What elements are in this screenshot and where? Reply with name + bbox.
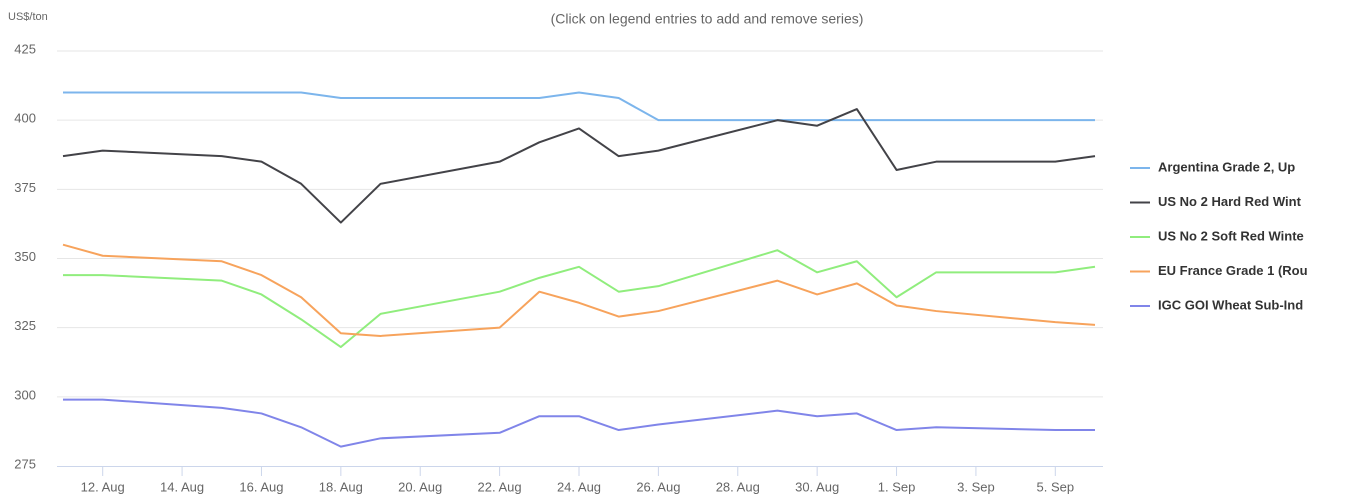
x-tick-label: 1. Sep bbox=[878, 479, 916, 494]
series-line bbox=[63, 249, 1096, 349]
legend-label[interactable]: US No 2 Soft Red Winte bbox=[1158, 228, 1304, 243]
legend-item[interactable]: US No 2 Soft Red Winte bbox=[1130, 228, 1304, 243]
series-line bbox=[62, 243, 1096, 337]
x-tick-label: 24. Aug bbox=[557, 479, 601, 494]
x-tick-label: 30. Aug bbox=[795, 479, 839, 494]
x-tick-label: 26. Aug bbox=[636, 479, 680, 494]
x-tick-label: 18. Aug bbox=[319, 479, 363, 494]
legend-item[interactable]: US No 2 Hard Red Wint bbox=[1130, 194, 1302, 209]
series-line bbox=[62, 108, 1096, 224]
legend-label[interactable]: EU France Grade 1 (Rou bbox=[1158, 263, 1308, 278]
y-tick-label: 400 bbox=[14, 111, 36, 126]
x-tick-label: 3. Sep bbox=[957, 479, 995, 494]
y-tick-label: 300 bbox=[14, 387, 36, 402]
series-line bbox=[63, 91, 1095, 122]
legend-label[interactable]: Argentina Grade 2, Up bbox=[1158, 159, 1295, 174]
y-tick-label: 350 bbox=[14, 249, 36, 264]
plot: 275 300 325 350 375 400 425 12. Aug 14. Aug 16. A… bbox=[14, 41, 1103, 494]
y-tick-label: 375 bbox=[14, 180, 36, 195]
legend-label[interactable]: IGC GOI Wheat Sub-Ind bbox=[1158, 297, 1303, 312]
subtitle: (Click on legend entries to add and remo… bbox=[551, 11, 864, 27]
legend-label[interactable]: US No 2 Hard Red Wint bbox=[1158, 194, 1302, 209]
y-axis-label: US$/ton bbox=[8, 11, 48, 23]
x-tick-label: 16. Aug bbox=[239, 479, 283, 494]
legend-item[interactable]: IGC GOI Wheat Sub-Ind bbox=[1130, 297, 1303, 312]
x-tick-label: 22. Aug bbox=[478, 479, 522, 494]
y-tick-label: 325 bbox=[14, 318, 36, 333]
x-tick-label: 14. Aug bbox=[160, 479, 204, 494]
x-tick-label: 5. Sep bbox=[1037, 479, 1075, 494]
legend-item[interactable]: EU France Grade 1 (Rou bbox=[1130, 263, 1308, 278]
y-tick-label: 425 bbox=[14, 41, 36, 56]
legend-item[interactable]: Argentina Grade 2, Up bbox=[1130, 159, 1295, 174]
x-tick-label: 20. Aug bbox=[398, 479, 442, 494]
x-tick-label: 28. Aug bbox=[716, 479, 760, 494]
x-tick-label: 12. Aug bbox=[81, 479, 125, 494]
legend: Argentina Grade 2, Up US No 2 Hard Red Wi… bbox=[1130, 159, 1308, 312]
y-tick-label: 275 bbox=[14, 456, 36, 471]
series-line bbox=[63, 398, 1095, 448]
